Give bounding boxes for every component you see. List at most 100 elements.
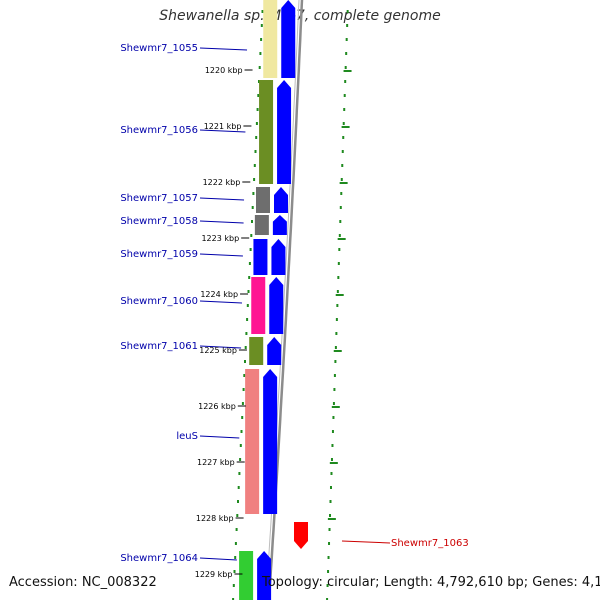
skew-track-dot (331, 444, 334, 447)
cds-arrow-forward (257, 551, 272, 600)
tick-label: 1229 kbp (195, 570, 233, 579)
gene-label-leader (199, 129, 246, 133)
gc-track-dot (248, 276, 251, 279)
skew-track-dot (343, 108, 346, 111)
skew-track-dot (334, 360, 337, 363)
skew-track-dash (327, 518, 336, 520)
skew-track-dot (340, 178, 343, 181)
gc-track-dot (239, 444, 242, 447)
skew-track-dash (329, 462, 338, 464)
gc-track-dot (232, 598, 235, 600)
gc-track-dot (250, 234, 253, 237)
skew-track-dash (343, 70, 352, 72)
topology-summary: Topology: circular; Length: 4,792,610 bp… (262, 575, 600, 590)
gc-track-dot (235, 528, 238, 531)
gc-track-dot (244, 360, 246, 363)
gene-label-leader (199, 220, 244, 224)
skew-track-dot (327, 556, 330, 559)
skew-track-dot (344, 66, 347, 69)
gc-track-dot (233, 570, 236, 573)
tick-label: 1224 kbp (200, 290, 238, 299)
skew-track-dot (338, 248, 341, 251)
tick-label: 1221 kbp (204, 122, 242, 131)
gc-track-dot (257, 94, 260, 97)
skew-track-dot (331, 430, 334, 433)
skew-track-dot (344, 80, 347, 83)
skew-track-dot (333, 388, 336, 391)
skew-track-dot (337, 262, 340, 265)
gc-track-dot (253, 164, 256, 167)
skew-track-dot (345, 52, 348, 55)
cog-block (245, 369, 260, 514)
skew-track-dash (337, 238, 346, 240)
gc-track-dot (243, 374, 246, 377)
gene-label-leader (199, 47, 248, 51)
skew-track-dot (326, 598, 329, 600)
cog-block (251, 277, 266, 334)
gc-track-dot (258, 80, 260, 83)
cog-block (249, 337, 264, 365)
gene-label-leader (199, 253, 243, 257)
skew-track-dot (343, 94, 346, 97)
skew-track-dot (329, 500, 332, 503)
gc-track-dot (234, 556, 237, 559)
gene-label: Shewmr7_1056 (120, 125, 198, 136)
gc-track-dot (261, 10, 264, 13)
gene-label-leader (199, 435, 240, 439)
skew-track-dot (341, 150, 344, 153)
skew-track-dot (336, 304, 339, 307)
tick-label: 1220 kbp (205, 66, 243, 75)
gc-track-dot (236, 514, 239, 517)
skew-track-dot (346, 24, 349, 27)
skew-track-dot (333, 374, 336, 377)
cog-block (256, 187, 270, 213)
skew-track-dot (327, 570, 330, 573)
cds-arrow-forward (271, 239, 286, 275)
skew-track-dot (334, 346, 337, 349)
skew-track-dash (333, 350, 342, 352)
skew-track-dot (330, 472, 333, 475)
cog-block (239, 551, 254, 600)
gc-track-dot (252, 192, 255, 195)
gc-track-dot (239, 458, 242, 461)
gene-label: Shewmr7_1060 (120, 296, 198, 307)
gene-label: Shewmr7_1059 (120, 249, 198, 260)
skew-track-dot (332, 402, 335, 405)
map-title: Shewanella sp. MR-7, complete genome (159, 8, 441, 24)
skew-track-dot (328, 528, 331, 531)
skew-track-dot (332, 416, 335, 419)
tick-label: 1228 kbp (196, 514, 234, 523)
cds-arrow-forward (281, 0, 296, 78)
gc-track-dot (256, 108, 259, 111)
skew-track-dash (331, 406, 340, 408)
skew-track-dot (330, 458, 333, 461)
skew-track-dot (342, 122, 345, 125)
gene-label-leader (199, 345, 242, 349)
skew-track-dot (329, 514, 332, 517)
gc-track-dot (232, 584, 235, 587)
gc-track-dot (258, 66, 261, 69)
skew-track-dot (339, 206, 342, 209)
cds-arrow-reverse (294, 522, 308, 549)
gc-track-dot (244, 346, 247, 349)
skew-track-dash (335, 294, 344, 296)
skew-track-dot (337, 276, 340, 279)
gene-label: Shewmr7_1064 (120, 553, 198, 564)
gene-label: leuS (176, 431, 198, 442)
gc-track-dot (255, 122, 258, 125)
skew-track-dash (339, 182, 348, 184)
cds-arrow-forward (263, 369, 278, 514)
skew-track-dot (338, 234, 341, 237)
gc-track-dot (254, 150, 257, 153)
cog-block (254, 215, 269, 235)
tick-label: 1226 kbp (198, 402, 236, 411)
gc-track-dot (245, 332, 248, 335)
gc-track-dot (260, 24, 263, 27)
cds-arrow-forward (267, 337, 282, 365)
gc-track-dot (246, 304, 249, 307)
gc-track-dot (253, 178, 256, 181)
gc-track-dot (247, 290, 250, 293)
cds-arrow-forward (272, 215, 287, 235)
